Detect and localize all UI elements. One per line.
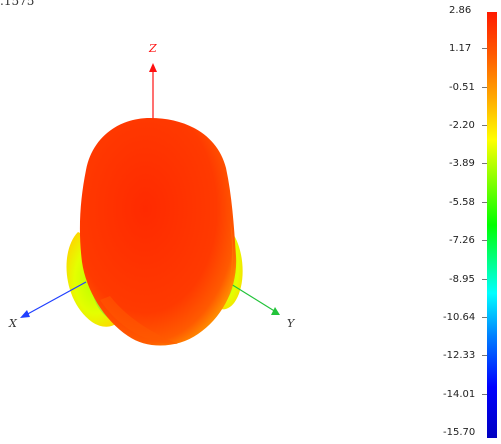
- color-scale-tick: [482, 355, 487, 357]
- x-axis-label: X: [8, 317, 18, 330]
- color-scale-label: -10.64: [443, 311, 476, 323]
- color-scale-tick: [482, 278, 487, 280]
- color-scale-label: 2.86: [449, 5, 472, 16]
- corner-value-readout: .1575: [0, 0, 35, 8]
- color-scale-label: -5.58: [449, 196, 475, 208]
- color-scale-label: -3.89: [449, 158, 475, 170]
- color-scale-tick: [482, 86, 487, 88]
- color-scale-label: 1.17: [449, 43, 472, 55]
- color-scale-label: -12.33: [443, 350, 476, 362]
- color-scale-bar: [487, 12, 497, 438]
- color-scale-tick: [482, 48, 487, 50]
- color-scale-label: -2.20: [449, 120, 475, 132]
- color-scale-label: -15.70: [443, 427, 476, 438]
- color-scale-tick: [482, 201, 487, 203]
- color-scale-tick: [482, 240, 487, 242]
- 3d-pattern-viewport[interactable]: X Y Z: [0, 0, 440, 444]
- color-scale-tick: [482, 125, 487, 127]
- color-scale-label: -8.95: [449, 273, 475, 285]
- color-scale-label: -0.51: [449, 81, 475, 93]
- main-lobe: [79, 118, 237, 346]
- color-scale-label: -7.26: [449, 235, 475, 247]
- color-scale-tick: [482, 316, 487, 318]
- color-scale-tick: [482, 393, 487, 395]
- color-scale-tick: [482, 163, 487, 165]
- color-scale-label: -14.01: [443, 388, 476, 400]
- z-axis-label: Z: [148, 42, 157, 55]
- y-axis-label: Y: [287, 317, 296, 330]
- x-axis: X: [8, 281, 87, 330]
